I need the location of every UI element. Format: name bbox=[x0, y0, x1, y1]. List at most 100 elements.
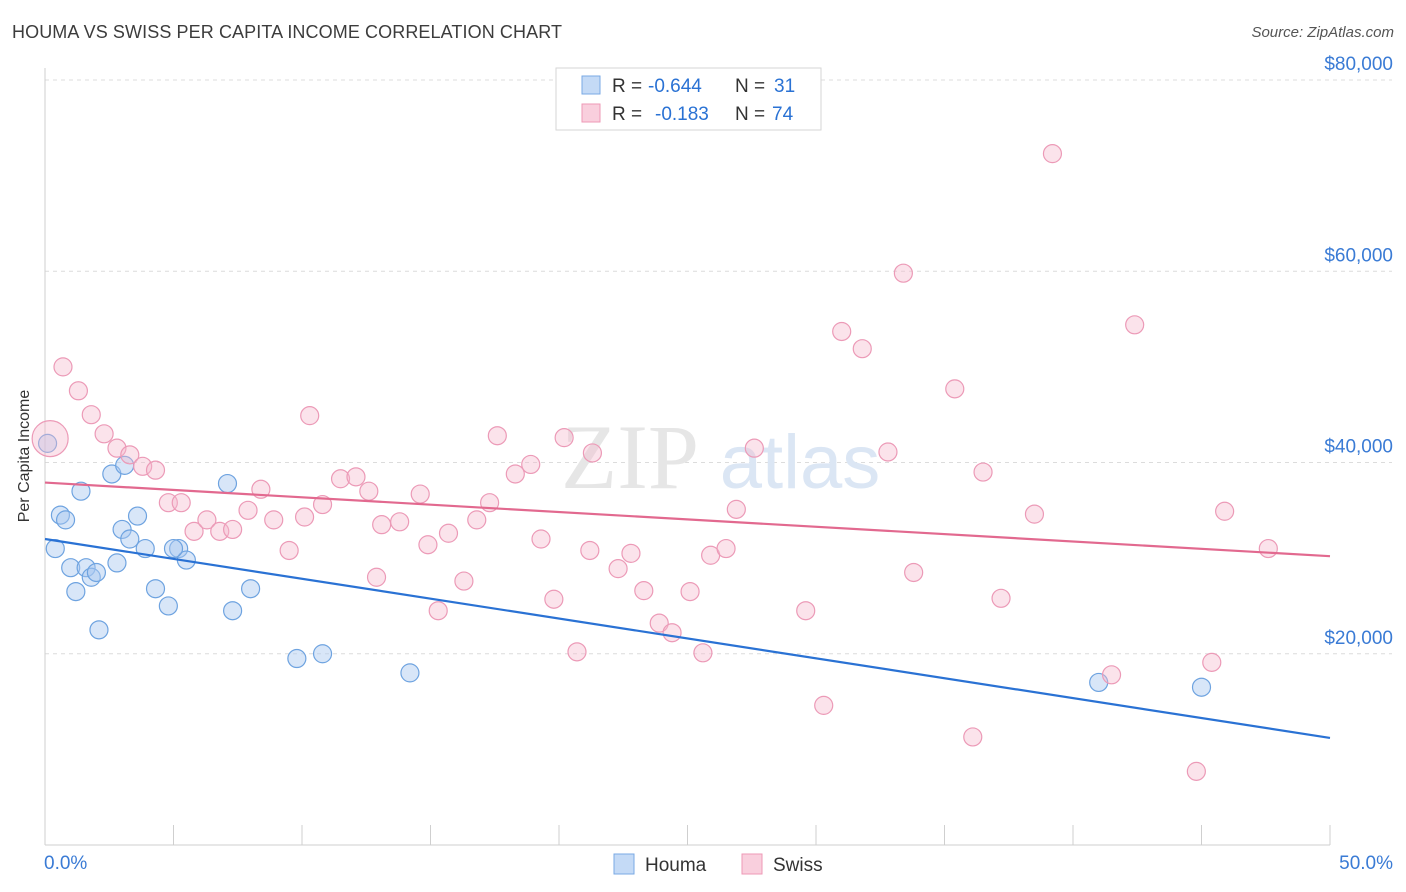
houma-point bbox=[217, 473, 238, 494]
swiss-point bbox=[346, 467, 366, 487]
legend-stats-r-label: R = bbox=[612, 76, 642, 97]
gridlines bbox=[45, 79, 1392, 655]
swiss-point bbox=[171, 493, 191, 513]
swiss-point bbox=[1186, 761, 1206, 781]
swiss-point bbox=[454, 571, 474, 591]
swiss-point bbox=[279, 540, 299, 561]
swiss-point bbox=[693, 643, 713, 663]
houma-point bbox=[61, 558, 81, 578]
houma-point bbox=[55, 510, 76, 530]
houma-point bbox=[145, 579, 166, 599]
swiss-point bbox=[726, 499, 746, 519]
legend-swatch-swiss bbox=[741, 853, 763, 875]
houma-point bbox=[1191, 677, 1212, 697]
source-label: Source: ZipAtlas.com bbox=[1251, 24, 1394, 41]
legend-stats-swatch-swiss bbox=[581, 103, 601, 123]
swiss-point bbox=[567, 642, 587, 662]
houma-point bbox=[86, 562, 107, 583]
chart-title: HOUMA VS SWISS PER CAPITA INCOME CORRELA… bbox=[12, 22, 563, 42]
swiss-point bbox=[1042, 144, 1063, 164]
swiss-point bbox=[81, 405, 101, 425]
houma-point bbox=[312, 644, 333, 664]
swiss-point bbox=[945, 379, 965, 399]
houma-trend-line bbox=[44, 537, 1331, 739]
swiss-point bbox=[1024, 504, 1045, 524]
x-tick-label: 0.0% bbox=[44, 853, 87, 874]
swiss-point bbox=[31, 419, 69, 458]
legend-stats-n-label: N = bbox=[735, 76, 765, 97]
swiss-point bbox=[428, 601, 448, 621]
legend-series: Houma Swiss bbox=[613, 853, 823, 876]
houma-point bbox=[112, 519, 132, 540]
swiss-point bbox=[390, 512, 410, 532]
swiss-point bbox=[716, 538, 736, 559]
swiss-point bbox=[330, 469, 351, 489]
houma-point bbox=[400, 663, 420, 683]
y-tick-label: $60,000 bbox=[1324, 245, 1393, 266]
swiss-point bbox=[467, 510, 487, 530]
swiss-point bbox=[487, 426, 507, 446]
swiss-point bbox=[53, 357, 73, 377]
y-tick-label: $40,000 bbox=[1324, 437, 1393, 458]
houma-point bbox=[223, 601, 243, 621]
swiss-point bbox=[814, 695, 834, 715]
houma-point bbox=[107, 553, 127, 573]
swiss-point bbox=[634, 581, 654, 601]
swiss-point bbox=[366, 567, 387, 587]
legend-stats-n-value: 31 bbox=[774, 76, 795, 97]
swiss-point bbox=[744, 438, 764, 458]
swiss-point bbox=[796, 601, 816, 621]
swiss-point bbox=[852, 339, 872, 359]
swiss-point bbox=[68, 381, 89, 401]
tick-labels: $20,000 $40,000 $60,000 $80,000 0.0% 50.0% bbox=[44, 54, 1393, 874]
swiss-point bbox=[1101, 665, 1122, 685]
swiss-trend-line bbox=[44, 481, 1331, 558]
swiss-point bbox=[878, 442, 898, 462]
swiss-point bbox=[1258, 538, 1278, 559]
swiss-point bbox=[621, 543, 641, 563]
y-tick-label: $20,000 bbox=[1324, 628, 1393, 649]
swiss-point bbox=[312, 494, 333, 515]
swiss-point bbox=[973, 462, 993, 482]
swiss-point bbox=[531, 529, 551, 549]
swiss-point bbox=[608, 559, 628, 579]
swiss-point bbox=[238, 500, 258, 520]
swiss-point bbox=[662, 623, 682, 643]
houma-point bbox=[241, 579, 261, 599]
houma-point bbox=[66, 581, 86, 602]
swiss-point bbox=[1125, 315, 1145, 335]
swiss-point bbox=[145, 460, 166, 480]
y-tick-label: $80,000 bbox=[1324, 54, 1393, 75]
legend-stats-r-value: -0.644 bbox=[648, 76, 702, 97]
swiss-point bbox=[438, 523, 459, 543]
swiss-point bbox=[1215, 501, 1235, 521]
houma-point bbox=[89, 620, 109, 640]
watermark-atlas: atlas bbox=[720, 420, 881, 505]
swiss-point bbox=[521, 454, 541, 475]
legend-label-swiss: Swiss bbox=[773, 855, 823, 876]
swiss-point bbox=[904, 562, 924, 583]
watermark: ZIP atlas bbox=[561, 406, 880, 508]
swiss-point bbox=[832, 321, 852, 342]
legend-swatch-houma bbox=[613, 853, 635, 875]
swiss-point bbox=[893, 263, 913, 283]
swiss-point bbox=[197, 510, 217, 530]
watermark-zip: ZIP bbox=[561, 406, 699, 508]
houma-point bbox=[169, 538, 189, 559]
legend-stats: R = -0.644 N = 31 R = -0.183 N = 74 bbox=[555, 67, 822, 131]
houma-point bbox=[163, 538, 184, 559]
swiss-point bbox=[418, 535, 438, 555]
swiss-point bbox=[580, 540, 600, 561]
houma-point bbox=[287, 648, 307, 669]
swiss-point bbox=[94, 424, 114, 444]
swiss-point bbox=[264, 510, 284, 530]
swiss-point bbox=[184, 521, 204, 541]
trend-lines bbox=[44, 481, 1331, 739]
houma-point bbox=[71, 481, 91, 501]
swiss-point bbox=[300, 406, 320, 426]
legend-stats-n-label: N = bbox=[735, 104, 765, 125]
swiss-point bbox=[505, 464, 525, 484]
legend-stats-r-value: -0.183 bbox=[655, 104, 709, 125]
swiss-point bbox=[410, 484, 430, 504]
